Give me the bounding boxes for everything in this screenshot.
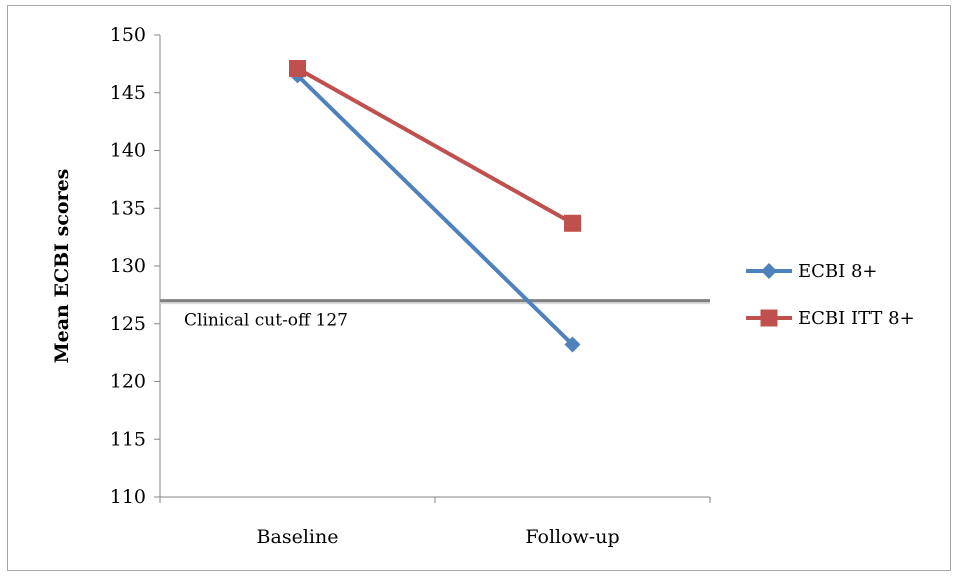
- legend-item: ECBI ITT 8+: [746, 308, 915, 329]
- legend-item: ECBI 8+: [746, 261, 878, 282]
- y-tick-label: 140: [110, 140, 146, 162]
- data-point: [564, 336, 581, 353]
- y-tick-label: 130: [110, 255, 146, 277]
- y-axis: 110 115 120 125 130 135 140 145 150: [110, 24, 161, 508]
- y-tick-label: 125: [110, 313, 146, 335]
- legend: ECBI 8+ ECBI ITT 8+: [746, 261, 915, 329]
- series-line: [296, 66, 574, 226]
- chart-frame: [7, 5, 951, 571]
- y-tick-label: 145: [110, 82, 146, 104]
- clinical-cutoff-line: Clinical cut-off 127: [160, 299, 710, 331]
- legend-label: ECBI ITT 8+: [798, 308, 915, 329]
- y-tick-label: 135: [110, 197, 146, 219]
- y-tick-label: 110: [110, 486, 146, 508]
- x-tick-label: Baseline: [257, 526, 339, 548]
- y-axis-title: Mean ECBI scores: [51, 169, 73, 364]
- legend-label: ECBI 8+: [798, 261, 878, 282]
- y-tick-label: 150: [110, 24, 146, 46]
- series-layer: [289, 59, 581, 353]
- x-tick-label: Follow-up: [525, 526, 619, 548]
- data-point: [564, 214, 581, 232]
- series-1: [289, 59, 581, 232]
- data-point: [289, 59, 306, 77]
- series-line: [296, 73, 574, 346]
- cutoff-label: Clinical cut-off 127: [184, 311, 348, 331]
- y-tick-label: 120: [110, 371, 146, 393]
- legend-swatch-marker: [761, 263, 777, 279]
- y-tick-label: 115: [110, 428, 146, 450]
- legend-swatch-marker: [760, 309, 778, 327]
- x-axis: Baseline Follow-up: [159, 496, 711, 548]
